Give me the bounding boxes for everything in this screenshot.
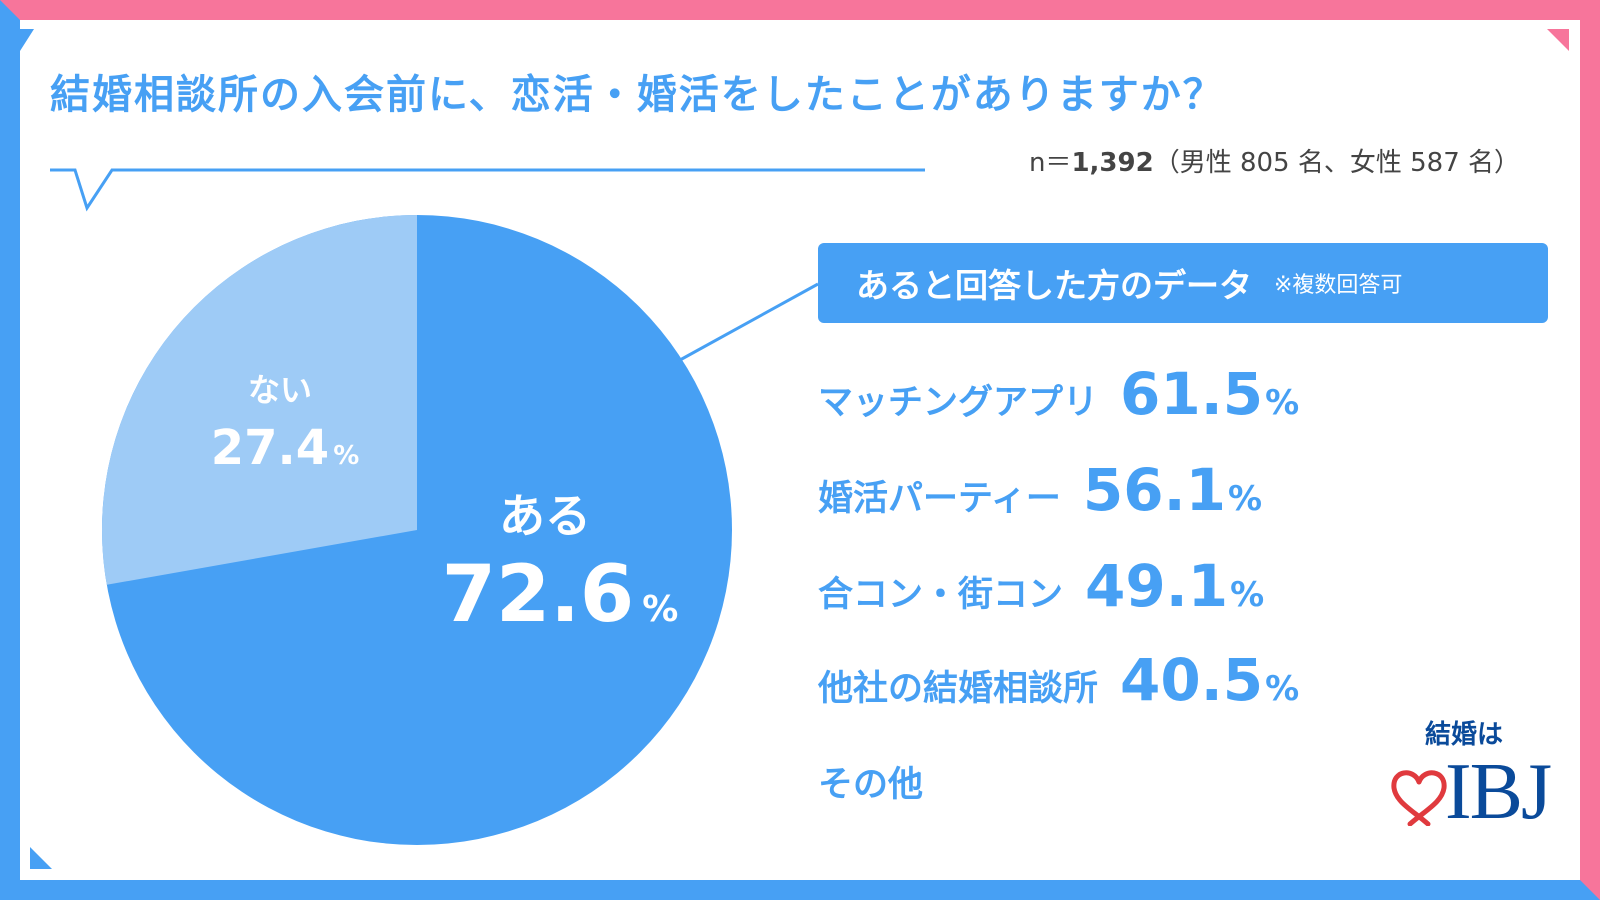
callout-line — [679, 282, 819, 362]
sample-detail: （男性 805 名、女性 587 名） — [1153, 148, 1520, 178]
breakdown-item: マッチングアプリ 61.5% — [818, 360, 1300, 428]
frame-border-left — [0, 0, 20, 900]
breakdown-item: 合コン・街コン 49.1% — [818, 552, 1265, 620]
frame-border-bottom — [0, 880, 1600, 900]
pie-label-nai: ない — [247, 371, 312, 409]
breakdown-item: 他社の結婚相談所 40.5% — [818, 646, 1300, 714]
frame-border-right — [1580, 0, 1600, 900]
breakdown-header-note: ※複数回答可 — [1274, 273, 1403, 298]
corner-triangle-top-left — [20, 29, 34, 51]
corner-triangle-bottom-left — [30, 847, 52, 869]
breakdown-item: 婚活パーティー 56.1% — [818, 456, 1263, 524]
breakdown-header: あると回答した方のデータ ※複数回答可 — [818, 243, 1548, 323]
logo-brand: IBJ — [1445, 748, 1552, 836]
pie-value-aru: 72.6% — [441, 550, 679, 640]
sample-prefix: n＝ — [1028, 148, 1072, 178]
frame-border-top — [0, 0, 1600, 20]
sample-total: 1,392 — [1071, 148, 1154, 178]
pie-value-nai: 27.4% — [210, 420, 360, 476]
breakdown-header-title: あると回答した方のデータ — [856, 266, 1252, 305]
logo-tagline: 結婚は — [1425, 720, 1504, 750]
breakdown-item: その他 — [818, 765, 924, 805]
heart-icon — [1391, 770, 1447, 826]
corner-triangle-top-right — [1547, 29, 1569, 51]
chart-title: 結婚相談所の入会前に、恋活・婚活をしたことがありますか？ — [50, 72, 1225, 118]
pie-label-aru: ある — [499, 489, 591, 543]
pie-slice-nai — [101, 214, 418, 585]
sample-size: n＝1,392（男性 805 名、女性 587 名） — [1029, 142, 1520, 179]
